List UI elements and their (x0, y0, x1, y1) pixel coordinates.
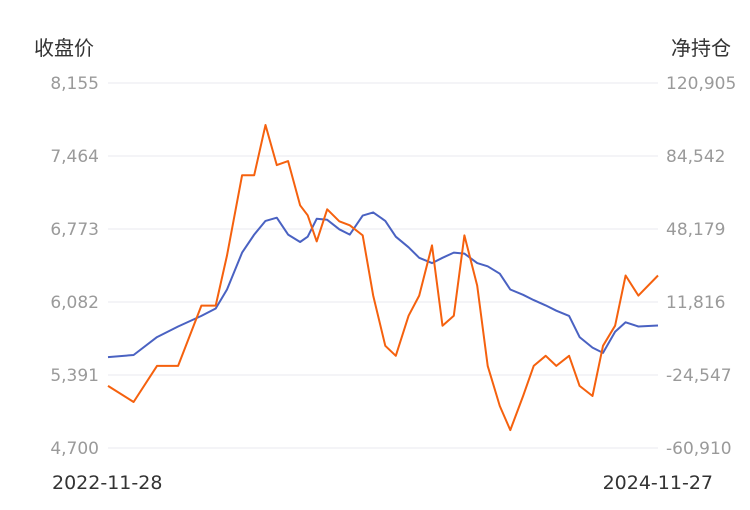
y-left-tick-label: 6,082 (50, 293, 99, 313)
y-left-tick-label: 5,391 (50, 366, 99, 386)
y-left-axis: 8,155 7,464 6,773 6,082 5,391 4,700 (50, 74, 99, 459)
y-left-tick-label: 7,464 (50, 147, 99, 167)
y-left-tick-label: 4,700 (50, 439, 99, 459)
y-right-tick-label: -60,910 (666, 439, 732, 459)
y-left-tick-label: 8,155 (50, 74, 99, 94)
y-left-tick-label: 6,773 (50, 220, 99, 240)
y-right-tick-label: 120,905 (666, 74, 736, 94)
y-right-axis: 120,905 84,542 48,179 11,816 -24,547 -60,910 (666, 74, 736, 459)
y-right-tick-label: 11,816 (666, 293, 725, 313)
close-price-line (107, 211, 659, 359)
x-axis-start-label: 2022-11-28 (52, 472, 162, 494)
y-right-tick-label: -24,547 (666, 366, 732, 386)
gridlines (108, 82, 658, 449)
series-lines (107, 124, 659, 432)
y-right-tick-label: 48,179 (666, 220, 725, 240)
y-right-tick-label: 84,542 (666, 147, 725, 167)
x-axis-end-label: 2024-11-27 (603, 472, 713, 494)
net-position-line (107, 124, 659, 432)
y-left-axis-title: 收盘价 (34, 36, 94, 60)
y-right-axis-title: 净持仓 (671, 36, 731, 60)
